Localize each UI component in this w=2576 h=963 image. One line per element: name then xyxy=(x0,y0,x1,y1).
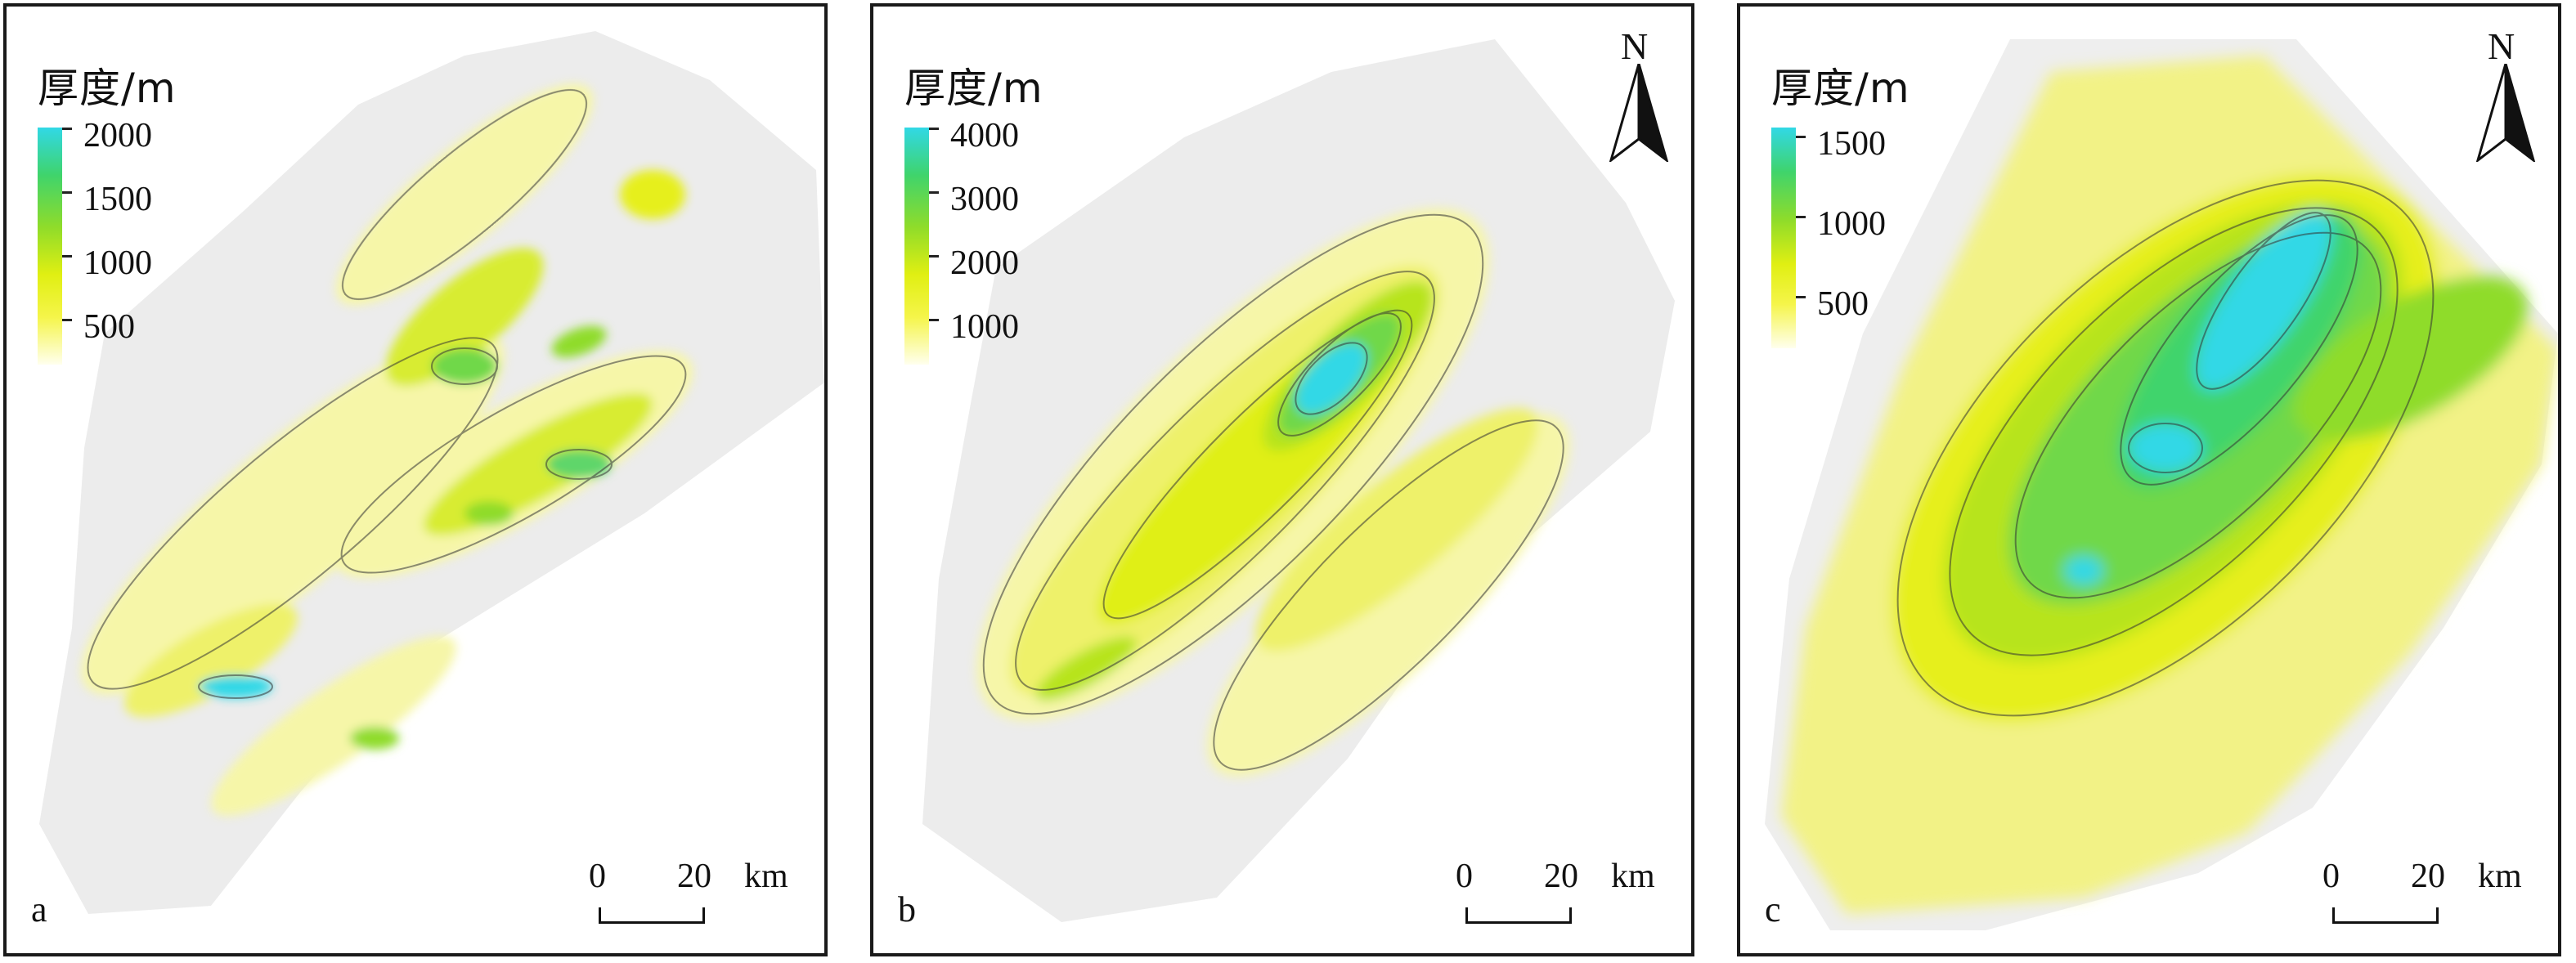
thickness-map-b xyxy=(922,39,1675,922)
thickness-map-c xyxy=(1765,39,2558,930)
map-panel-a: 厚度/m 2000 1500 1000 500 0 20 km a xyxy=(3,3,828,956)
scale-line xyxy=(1465,907,1572,924)
legend-title: 厚度/m xyxy=(904,65,1043,112)
scale-twenty-label: 20 xyxy=(2411,858,2445,895)
legend-label-2000: 2000 xyxy=(83,117,152,155)
scale-twenty-label: 20 xyxy=(1544,858,1578,895)
legend-label-3000: 3000 xyxy=(950,181,1019,218)
legend-label-2000: 2000 xyxy=(950,244,1019,282)
scale-bar: 0 20 km xyxy=(1456,850,1668,932)
panel-label-c: c xyxy=(1765,889,1781,929)
panel-label-a: a xyxy=(31,889,47,929)
legend-title: 厚度/m xyxy=(38,65,177,112)
north-arrow: N xyxy=(2473,25,2538,163)
legend-label-1000: 1000 xyxy=(950,308,1019,346)
legend-color-bar xyxy=(904,128,929,365)
scale-zero-label: 0 xyxy=(1456,858,1473,895)
legend-label-500: 500 xyxy=(1817,285,1869,323)
scale-line xyxy=(599,907,705,924)
scale-unit-label: km xyxy=(2478,858,2522,895)
scale-zero-label: 0 xyxy=(589,858,606,895)
legend-label-4000: 4000 xyxy=(950,117,1019,155)
scale-zero-label: 0 xyxy=(2322,858,2340,895)
scale-bar: 0 20 km xyxy=(2322,850,2535,932)
legend-ticks xyxy=(1796,128,1811,365)
legend-label-1500: 1500 xyxy=(1817,125,1886,163)
legend-color-bar xyxy=(38,128,62,365)
panel-label-b: b xyxy=(898,889,916,929)
scale-unit-label: km xyxy=(744,858,788,895)
scale-unit-label: km xyxy=(1611,858,1655,895)
map-panel-c: 厚度/m 1500 1000 500 N 0 20 km c xyxy=(1737,3,2561,956)
legend-ticks xyxy=(929,128,944,365)
legend-label-1000: 1000 xyxy=(1817,205,1886,243)
legend-title: 厚度/m xyxy=(1771,65,1910,112)
thickness-map-a xyxy=(39,31,824,914)
legend-label-1000: 1000 xyxy=(83,244,152,282)
legend-ticks xyxy=(62,128,77,365)
north-arrow: N xyxy=(1606,25,1672,163)
legend-color-bar xyxy=(1771,128,1796,348)
legend-label-1500: 1500 xyxy=(83,181,152,218)
north-arrow-icon xyxy=(2475,64,2536,162)
legend-label-500: 500 xyxy=(83,308,135,346)
scale-line xyxy=(2332,907,2439,924)
map-panel-b: 厚度/m 4000 3000 2000 1000 N 0 20 km b xyxy=(870,3,1694,956)
north-label: N xyxy=(2488,25,2515,67)
north-arrow-icon xyxy=(1609,64,1669,162)
scale-twenty-label: 20 xyxy=(677,858,711,895)
scale-bar: 0 20 km xyxy=(589,850,801,932)
north-label: N xyxy=(1621,25,1649,67)
